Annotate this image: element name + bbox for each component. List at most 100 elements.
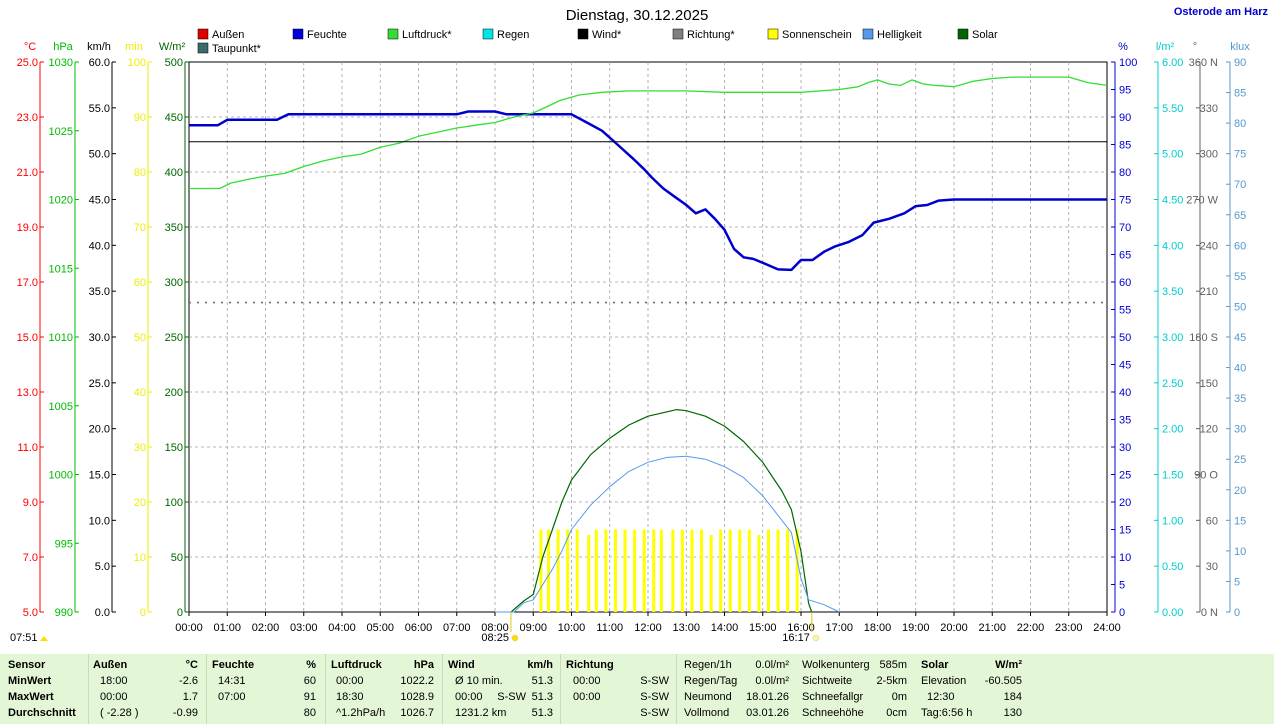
left-axis-tick-label: 50.0: [89, 149, 110, 161]
legend-label: Helligkeit: [877, 29, 922, 41]
left-axis-tick-label: 90: [134, 112, 146, 124]
left-axis-tick-label: 5.0: [95, 561, 110, 573]
solar-label: 12:30: [927, 691, 955, 703]
feuchte-value: 91: [303, 691, 316, 703]
x-tick-label: 10:00: [558, 622, 586, 634]
right-axis-tick-label: 2.00: [1162, 424, 1183, 436]
sunshine-bar: [728, 529, 732, 612]
sunshine-bar: [539, 529, 543, 612]
location-label: Osterode am Harz: [1173, 6, 1268, 18]
x-tick-label: 02:00: [252, 622, 280, 634]
sunshine-bar: [566, 529, 570, 612]
aussen-value: -2.6: [179, 675, 198, 687]
left-axis-tick-label: 1020: [49, 195, 73, 207]
right-axis-tick-label: 65: [1119, 250, 1131, 262]
left-axis-tick-label: 0: [177, 607, 183, 619]
left-axis-tick-label: 150: [165, 442, 183, 454]
sunshine-bar: [757, 535, 761, 612]
left-axis-tick-label: 1005: [49, 401, 73, 413]
left-axis-unit: km/h: [87, 41, 111, 53]
legend-swatch: [862, 28, 874, 40]
left-axis-tick-label: 20.0: [89, 424, 110, 436]
right-axis-tick-label: 15: [1234, 515, 1246, 527]
column-divider: [676, 654, 677, 724]
sunshine-bar: [709, 535, 713, 612]
right-axis-tick-label: 25: [1119, 470, 1131, 482]
right-axis-unit: l/m²: [1156, 41, 1175, 53]
left-axis-tick-label: 15.0: [17, 332, 38, 344]
left-axis-tick-label: 15.0: [89, 470, 110, 482]
sunshine-bar: [547, 529, 551, 612]
moon-time-label: 07:51: [10, 632, 38, 644]
left-axis-tick-label: 23.0: [17, 112, 38, 124]
x-tick-label: 09:00: [519, 622, 547, 634]
luftdruck-value: 1028.9: [400, 691, 434, 703]
right-axis-tick-label: 25: [1234, 454, 1246, 466]
wind-value: 51.3: [531, 707, 553, 719]
richtung-value: S-SW: [640, 675, 669, 687]
left-axis-tick-label: 30: [134, 442, 146, 454]
sunshine-bar: [556, 529, 560, 612]
sunshine-bar: [659, 529, 663, 612]
rain-value: 0.0l/m²: [755, 675, 789, 687]
left-axis-tick-label: 30.0: [89, 332, 110, 344]
left-axis-tick-label: 200: [165, 387, 183, 399]
x-tick-label: 19:00: [902, 622, 930, 634]
left-axis-tick-label: 20: [134, 497, 146, 509]
aussen-value: 1.7: [182, 691, 198, 703]
right-axis-tick-label: 55: [1119, 305, 1131, 317]
row-label: MaxWert: [8, 691, 54, 703]
legend-swatch: [197, 28, 209, 40]
right-axis-tick-label: 95: [1119, 85, 1131, 97]
left-axis-tick-label: 1000: [49, 470, 73, 482]
left-axis-tick-label: 50: [171, 552, 183, 564]
feuchte-value: 80: [303, 707, 316, 719]
feuchte-time: 14:31: [218, 675, 246, 687]
sunshine-bar: [776, 529, 780, 612]
right-axis-tick-label: 60: [1119, 277, 1131, 289]
right-axis-tick-label: 150: [1200, 378, 1218, 390]
wind-header: Wind: [448, 659, 475, 671]
x-tick-label: 23:00: [1055, 622, 1083, 634]
x-tick-label: 21:00: [978, 622, 1006, 634]
x-tick-label: 01:00: [213, 622, 241, 634]
right-axis-tick-label: 40: [1119, 387, 1131, 399]
solar-unit: W/m²: [995, 659, 1022, 671]
feuchte-value: 60: [303, 675, 316, 687]
right-axis-tick-label: 60: [1234, 240, 1246, 252]
right-axis-tick-label: 10: [1234, 546, 1246, 558]
sunshine-bar: [642, 529, 646, 612]
left-axis-tick-label: 45.0: [89, 195, 110, 207]
series-solar: [510, 409, 813, 613]
sun-icon: [40, 636, 48, 641]
series-helligkeit: [495, 455, 840, 613]
row-label: MinWert: [8, 675, 52, 687]
x-tick-label: 00:00: [175, 622, 203, 634]
left-axis-tick-label: 7.0: [23, 552, 38, 564]
legend-label: Außen: [212, 29, 244, 41]
sunshine-bar: [719, 529, 723, 612]
right-axis-tick-label: 270 W: [1186, 195, 1218, 207]
sunshine-bar: [700, 529, 704, 612]
left-axis-tick-label: 400: [165, 167, 183, 179]
rain-value: 18.01.26: [746, 691, 789, 703]
left-axis-tick-label: 80: [134, 167, 146, 179]
right-axis-tick-label: 0.00: [1162, 607, 1183, 619]
right-axis-tick-label: 0.50: [1162, 561, 1183, 573]
right-axis-tick-label: 330: [1200, 103, 1218, 115]
left-axis-tick-label: 35.0: [89, 286, 110, 298]
misc-value: 0m: [891, 691, 907, 703]
misc-label: Sichtweite: [802, 675, 853, 687]
wind-value: 51.3: [531, 675, 553, 687]
aussen-unit: °C: [185, 659, 198, 671]
left-axis-tick-label: 100: [165, 497, 183, 509]
right-axis-tick-label: 6.00: [1162, 57, 1183, 69]
right-axis-tick-label: 70: [1119, 222, 1131, 234]
x-tick-label: 20:00: [940, 622, 968, 634]
left-axis-tick-label: 60: [134, 277, 146, 289]
aussen-time: 18:00: [100, 675, 128, 687]
sun-icon: [511, 634, 519, 642]
wind-direction: S-SW: [497, 691, 526, 703]
luftdruck-header: Luftdruck: [331, 659, 382, 671]
sunshine-bar: [587, 535, 591, 612]
